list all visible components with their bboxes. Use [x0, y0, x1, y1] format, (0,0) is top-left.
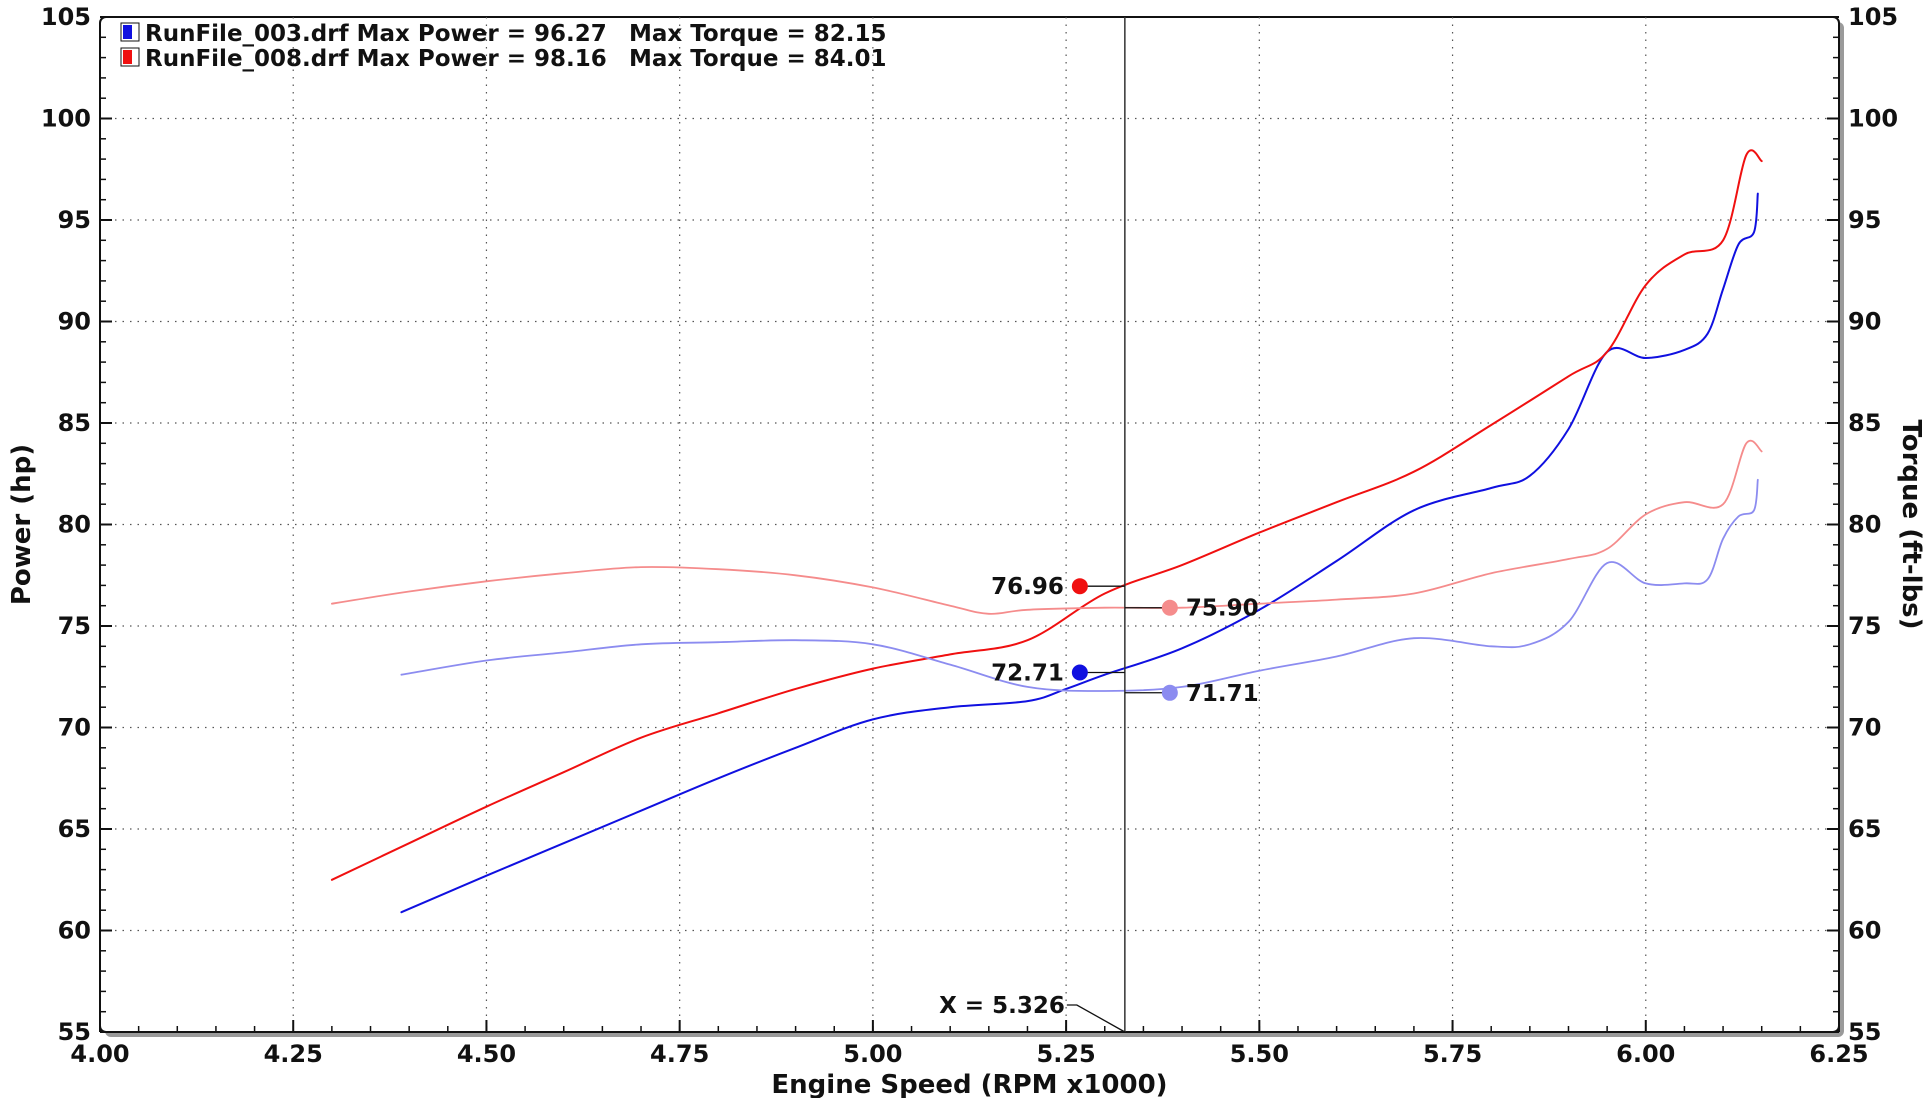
x-tick-label: 5.00 [843, 1040, 902, 1068]
x-tick-label: 5.25 [1037, 1040, 1096, 1068]
legend-file-power: RunFile_003.drf Max Power = 96.27 [145, 21, 607, 47]
y-left-tick-label: 95 [58, 206, 91, 234]
y-left-tick-label: 75 [58, 612, 91, 640]
marker-value-label: 72.71 [991, 660, 1064, 686]
x-tick-label: 4.50 [457, 1040, 516, 1068]
marker-dot [1071, 578, 1088, 595]
x-tick-label: 5.50 [1230, 1040, 1289, 1068]
legend-swatch [123, 50, 132, 64]
y-right-tick-label: 85 [1848, 409, 1881, 437]
y-left-tick-label: 80 [58, 511, 91, 539]
cursor-label: X = 5.326 [939, 993, 1065, 1019]
x-tick-label: 6.25 [1809, 1040, 1868, 1068]
y-left-tick-label: 70 [58, 714, 91, 742]
marker-dot [1071, 664, 1088, 681]
x-tick-label: 4.75 [650, 1040, 709, 1068]
y-right-tick-label: 80 [1848, 511, 1881, 539]
legend-torque: Max Torque = 82.15 [629, 21, 887, 47]
marker-dot [1161, 599, 1178, 616]
y-left-tick-label: 105 [41, 3, 91, 31]
y-right-tick-label: 90 [1848, 308, 1881, 336]
y-left-tick-label: 55 [58, 1018, 91, 1046]
marker-value-label: 71.71 [1186, 681, 1259, 707]
x-tick-label: 4.25 [264, 1040, 323, 1068]
y-right-tick-label: 70 [1848, 714, 1881, 742]
x-tick-label: 4.00 [70, 1040, 129, 1068]
y-axis-title: Power (hp) [7, 444, 37, 605]
y-left-tick-label: 65 [58, 815, 91, 843]
series-008-power-line [330, 149, 1763, 881]
marker-dot [1161, 684, 1178, 701]
y-right-tick-label: 55 [1848, 1018, 1881, 1046]
y-right-tick-label: 95 [1848, 206, 1881, 234]
y-right-tick-label: 75 [1848, 612, 1881, 640]
series-003-power-line [400, 192, 1759, 914]
marker-value-label: 76.96 [991, 574, 1064, 600]
x-tick-label: 5.75 [1423, 1040, 1482, 1068]
y-left-tick-label: 60 [58, 917, 91, 945]
x-tick-label: 6.00 [1616, 1040, 1675, 1068]
legend-swatch [123, 25, 132, 39]
y-right-tick-label: 100 [1848, 105, 1898, 133]
series-003-torque-line [400, 478, 1759, 692]
legend-file-power: RunFile_008.drf Max Power = 98.16 [145, 46, 607, 72]
y-left-tick-label: 90 [58, 308, 91, 336]
y-right-tick-label: 65 [1848, 815, 1881, 843]
cursor-leader [1066, 1004, 1126, 1033]
marker-value-label: 75.90 [1186, 596, 1259, 622]
legend-torque: Max Torque = 84.01 [629, 46, 887, 72]
y-right-tick-label: 60 [1848, 917, 1881, 945]
x-axis-title: Engine Speed (RPM x1000) [771, 1070, 1167, 1098]
y-left-tick-label: 85 [58, 409, 91, 437]
y-right-tick-label: 105 [1848, 3, 1898, 31]
y-left-tick-label: 100 [41, 105, 91, 133]
y2-axis-title: Torque (ft-lbs) [1896, 419, 1926, 629]
